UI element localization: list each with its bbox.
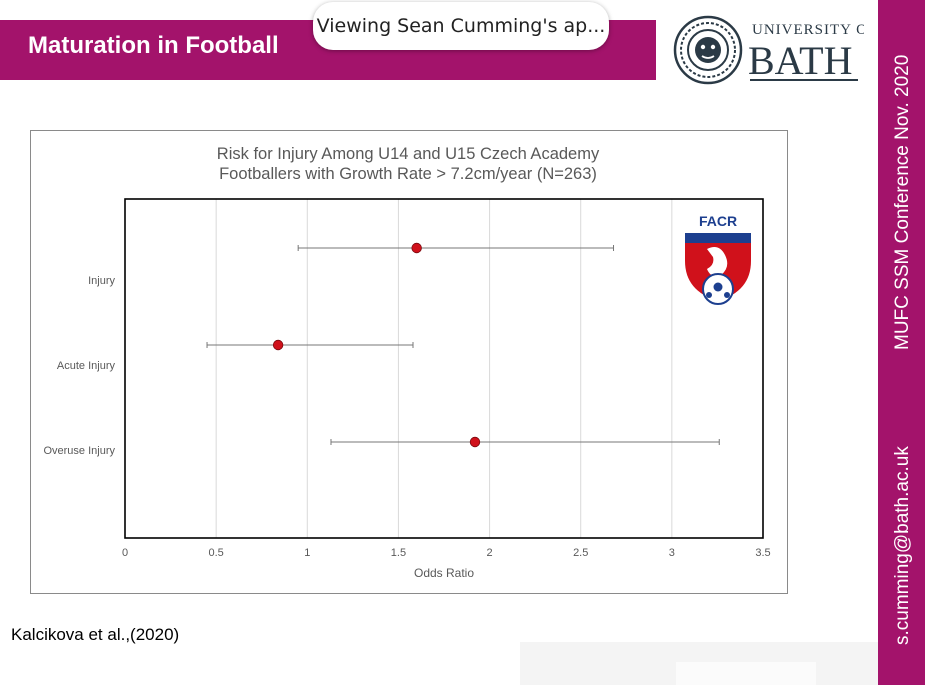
slide-title: Maturation in Football	[28, 32, 279, 59]
category-label: Overuse Injury	[43, 445, 115, 457]
odds-ratio-point	[272, 339, 284, 351]
university-logo: UNIVERSITY OF BATH	[673, 15, 864, 85]
email-label: s.cumming@bath.ac.uk	[892, 446, 913, 645]
category-label: Acute Injury	[57, 360, 116, 372]
x-tick-label: 2.5	[573, 547, 588, 559]
plot-area	[124, 198, 764, 539]
x-tick-label: 1	[304, 547, 310, 559]
odds-ratio-point	[469, 436, 481, 448]
odds-ratio-chart: Risk for Injury Among U14 and U15 Czech …	[43, 145, 770, 580]
x-tick-label: 3.5	[755, 547, 770, 559]
x-axis-label: Odds Ratio	[414, 566, 474, 580]
conference-label: MUFC SSM Conference Nov. 2020	[892, 54, 913, 350]
right-side-bar	[878, 0, 925, 685]
facr-badge-text: FACR	[699, 213, 737, 229]
chart-frame: Risk for Injury Among U14 and U15 Czech …	[30, 130, 788, 594]
bottom-overlay-inner	[676, 662, 816, 685]
viewing-notification[interactable]: Viewing Sean Cumming's ap...	[313, 2, 609, 50]
category-label: Injury	[88, 275, 115, 287]
odds-ratio-point	[411, 242, 422, 254]
x-tick-label: 0	[122, 547, 128, 559]
chart-title-line1: Risk for Injury Among U14 and U15 Czech …	[217, 145, 600, 163]
facr-badge: FACR	[685, 213, 751, 305]
lion-icon	[707, 247, 728, 277]
chart-title-line2: Footballers with Growth Rate > 7.2cm/yea…	[219, 165, 597, 183]
x-tick-label: 3	[669, 547, 675, 559]
citation: Kalcikova et al.,(2020)	[11, 625, 180, 644]
x-tick-label: 1.5	[391, 547, 406, 559]
logo-line2: BATH	[748, 38, 852, 83]
crest-icon	[673, 15, 743, 85]
logo-line1: UNIVERSITY OF	[752, 22, 864, 38]
x-tick-label: 2	[487, 547, 493, 559]
x-tick-label: 0.5	[208, 547, 223, 559]
